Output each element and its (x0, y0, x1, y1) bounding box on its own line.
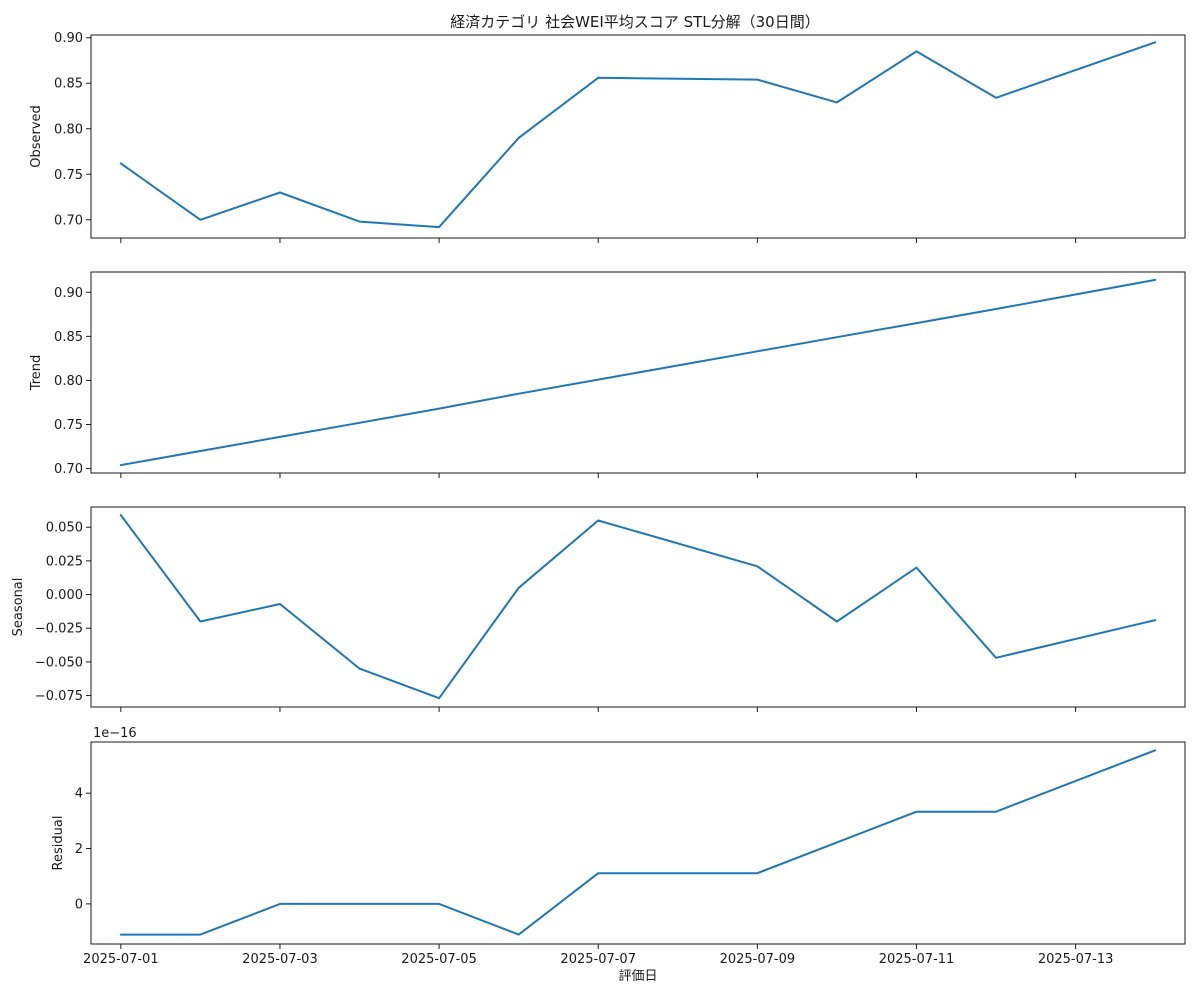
y-tick-label: 0.025 (46, 554, 83, 569)
y-tick-label: 0.80 (54, 374, 83, 389)
data-point (915, 810, 919, 814)
y-tick-label: 0.80 (54, 122, 83, 137)
data-point (437, 225, 441, 229)
data-point (437, 902, 441, 906)
plot-frame (90, 271, 1186, 474)
x-tick-label: 2025-07-03 (242, 952, 318, 967)
data-point (278, 602, 282, 606)
data-point (755, 78, 759, 82)
data-point (119, 161, 123, 165)
y-tick-label: 0.70 (54, 462, 83, 477)
y-tick-label: 0.000 (46, 588, 83, 603)
data-point (358, 667, 362, 671)
data-point (278, 902, 282, 906)
y-tick-label: 0.75 (54, 418, 83, 433)
data-point (1153, 278, 1157, 282)
y-tick-label: 0.70 (54, 213, 83, 228)
data-point (119, 513, 123, 517)
x-axis-label: 評価日 (618, 969, 657, 984)
data-point (119, 463, 123, 467)
y-tick-label: 0.90 (54, 31, 83, 46)
x-tick-label: 2025-07-13 (1038, 952, 1114, 967)
y-tick-label: 0 (75, 897, 83, 912)
x-tick-label: 2025-07-01 (83, 952, 159, 967)
data-point (755, 871, 759, 875)
data-point (915, 321, 919, 325)
data-point (517, 392, 521, 396)
data-point (517, 586, 521, 590)
data-point (517, 136, 521, 140)
data-point (517, 933, 521, 937)
series-line-seasonal (119, 514, 1157, 700)
data-point (994, 810, 998, 814)
data-point (1153, 40, 1157, 44)
plot-frame (90, 741, 1186, 945)
data-point (755, 349, 759, 353)
x-tick-label: 2025-07-05 (401, 952, 477, 967)
y-tick-label: 0.050 (46, 521, 83, 536)
data-point (596, 519, 600, 523)
data-point (198, 620, 202, 624)
y-axis-label-seasonal: Seasonal (11, 578, 26, 637)
data-point (437, 696, 441, 700)
data-point (596, 378, 600, 382)
data-point (915, 566, 919, 570)
y-tick-label: 0.85 (54, 77, 83, 92)
series-line-trend (119, 278, 1157, 467)
y-tick-label: 2 (75, 842, 83, 857)
y-tick-label: −0.075 (35, 689, 83, 704)
y-tick-label: −0.025 (35, 622, 83, 637)
data-point (915, 49, 919, 53)
y-tick-label: 0.85 (54, 330, 83, 345)
data-point (437, 407, 441, 411)
panel-observed: 0.70 0.75 0.80 0.85 0.90 Observed (29, 31, 1186, 243)
data-point (198, 449, 202, 453)
data-point (278, 191, 282, 195)
data-point (198, 933, 202, 937)
data-point (835, 620, 839, 624)
data-point (994, 656, 998, 660)
plot-frame (90, 506, 1186, 708)
data-point (1153, 748, 1157, 752)
y-axis-label-observed: Observed (29, 105, 44, 168)
y-tick-label: 4 (75, 787, 83, 802)
y-axis-label-residual: Residual (51, 816, 66, 871)
y-axis-label-trend: Trend (29, 355, 44, 392)
data-point (835, 335, 839, 339)
series-line-observed (119, 41, 1157, 229)
y-offset-label: 1e−16 (93, 726, 137, 741)
data-point (119, 933, 123, 937)
panel-residual: 0 2 4 Residual 1e−16 2025-07-01 2025-07-03 2025… (51, 726, 1186, 967)
data-point (835, 840, 839, 844)
panels-group: 0.70 0.75 0.80 0.85 0.90 Observed 0.70 0.75 0.80… (11, 31, 1186, 967)
data-point (835, 100, 839, 104)
data-point (994, 307, 998, 311)
data-point (358, 902, 362, 906)
data-point (358, 421, 362, 425)
y-tick-label: 0.90 (54, 286, 83, 301)
panel-seasonal: 0.050 0.025 0.000 −0.025 −0.050 −0.075 Seasona… (11, 506, 1186, 712)
y-tick-label: 0.75 (54, 168, 83, 183)
data-point (755, 564, 759, 568)
y-tick-label: −0.050 (35, 655, 83, 670)
figure-title: 経済カテゴリ 社会WEI平均スコア STL分解（30日間） (450, 13, 819, 31)
data-point (596, 76, 600, 80)
data-point (278, 435, 282, 439)
x-tick-label: 2025-07-11 (879, 952, 955, 967)
data-point (1153, 618, 1157, 622)
series-line-residual (119, 749, 1157, 936)
x-tick-label: 2025-07-09 (720, 952, 796, 967)
x-tick-label: 2025-07-07 (560, 952, 636, 967)
plot-frame (90, 34, 1186, 239)
data-point (596, 871, 600, 875)
panel-trend: 0.70 0.75 0.80 0.85 0.90 Trend (29, 271, 1186, 478)
data-point (994, 96, 998, 100)
data-point (198, 218, 202, 222)
data-point (358, 220, 362, 224)
